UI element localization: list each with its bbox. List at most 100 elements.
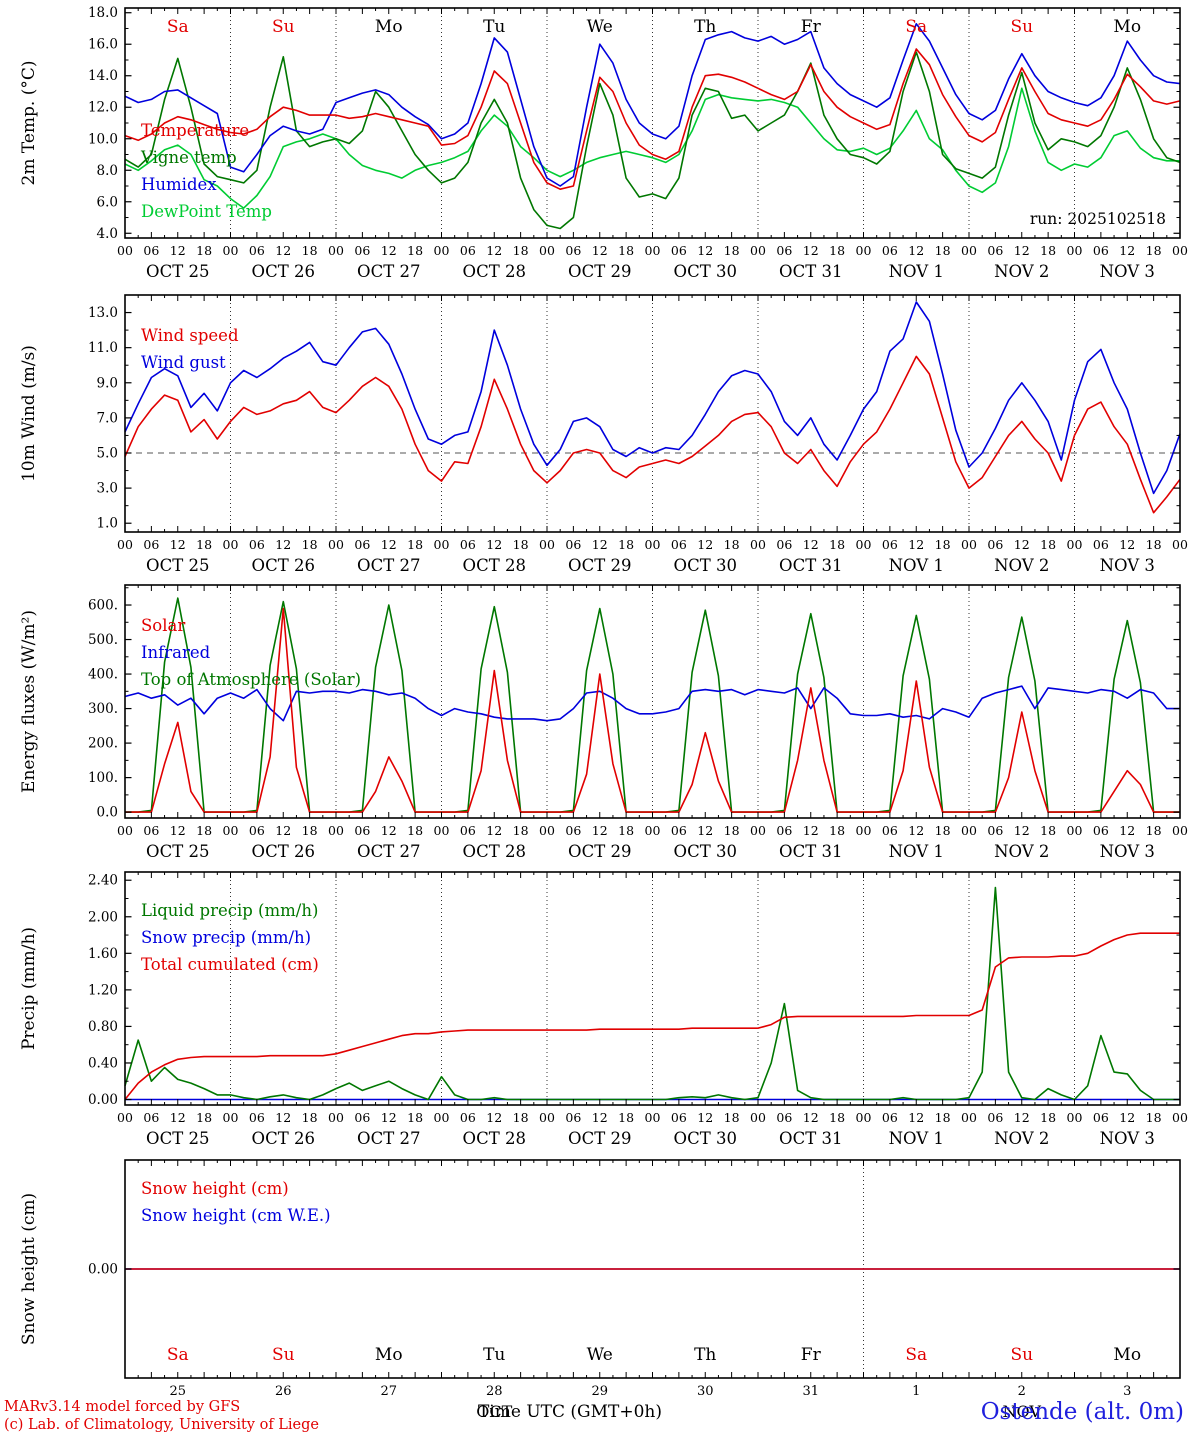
y-axis-title: 2m Temp. (°C): [19, 60, 39, 185]
hour-label: 00: [750, 1110, 766, 1125]
legend-solar: Solar: [141, 616, 185, 635]
hour-label: 12: [1014, 537, 1030, 552]
date-label: OCT 27: [357, 842, 420, 861]
model-credit-line1: MARv3.14 model forced by GFS: [4, 1399, 241, 1415]
date-label: OCT 30: [674, 262, 737, 281]
series-dewpoint-temp: [124, 87, 1180, 209]
date-label: OCT 29: [568, 842, 631, 861]
hour-label: 06: [249, 537, 265, 552]
date-label: OCT 26: [252, 842, 315, 861]
date-label: NOV 1: [889, 1129, 944, 1148]
hour-label: 00: [961, 823, 977, 838]
series-total-cumulated-cm: [124, 932, 1180, 1101]
hour-label: 06: [776, 1110, 792, 1125]
date-label: NOV 1: [889, 556, 944, 575]
date-label: OCT 31: [779, 842, 842, 861]
hour-label: 00: [1067, 537, 1083, 552]
hour-label: 18: [407, 1110, 423, 1125]
month-label: OCT: [476, 1402, 512, 1421]
hour-label: 12: [170, 1110, 186, 1125]
hour-label: 12: [803, 243, 819, 258]
panel-temp: 4.0 6.0 8.0 10.0 12.0 14.0 16.0 18.0 00 06 12 18 00 0…: [19, 5, 1188, 281]
hour-label: 12: [1119, 537, 1135, 552]
hour-label: 06: [987, 537, 1003, 552]
legend-top-of-atmosphere-solar: Top of Atmosphere (Solar): [141, 670, 361, 689]
hour-label: 12: [170, 243, 186, 258]
legend-snow-height-cm-w-e: Snow height (cm W.E.): [141, 1206, 331, 1225]
hour-label: 18: [1146, 243, 1162, 258]
panel-frame: [124, 7, 1181, 239]
hour-label: 00: [856, 537, 872, 552]
y-tick-label: 600.: [88, 598, 118, 614]
panel-frame: [124, 294, 1181, 533]
y-tick-label: 8.0: [97, 163, 118, 179]
hour-label: 00: [223, 823, 239, 838]
date-label: OCT 25: [146, 556, 209, 575]
date-label: OCT 29: [568, 1129, 631, 1148]
y-tick-label: 1.20: [88, 982, 118, 998]
dow-label-bottom: Mo: [1113, 1345, 1141, 1365]
y-tick-label: 400.: [88, 667, 118, 683]
y-tick-label: 11.0: [88, 340, 118, 356]
hour-label: 06: [882, 243, 898, 258]
dow-label-top: Su: [1010, 17, 1033, 37]
hour-label: 00: [645, 1110, 661, 1125]
hour-label: 06: [354, 243, 370, 258]
day-number: 25: [169, 1384, 186, 1399]
hour-label: 12: [908, 537, 924, 552]
hour-label: 18: [618, 1110, 634, 1125]
dow-label-top: Su: [272, 17, 295, 37]
dow-label-bottom: We: [587, 1345, 613, 1365]
date-label: OCT 30: [674, 842, 737, 861]
hour-label: 00: [856, 243, 872, 258]
station-label: Ostende (alt. 0m): [980, 1399, 1184, 1425]
day-number: 2: [1018, 1384, 1026, 1399]
panel-snow: 0.00 Snow height (cm) Snow height (cm) Snow…: [19, 1159, 1181, 1421]
hour-label: 06: [776, 823, 792, 838]
y-tick-label: 200.: [88, 736, 118, 752]
hour-label: 12: [486, 1110, 502, 1125]
y-axis-title: Precip (mm/h): [19, 927, 39, 1050]
legend-infrared: Infrared: [141, 643, 211, 662]
hour-label: 06: [143, 823, 159, 838]
hour-label: 00: [117, 823, 133, 838]
date-label: OCT 26: [252, 1129, 315, 1148]
hour-label: 18: [829, 1110, 845, 1125]
month-label: NOV: [1003, 1402, 1042, 1421]
day-number: 3: [1123, 1384, 1131, 1399]
hour-label: 18: [302, 243, 318, 258]
hour-label: 00: [1067, 1110, 1083, 1125]
hour-label: 06: [882, 823, 898, 838]
date-label: OCT 28: [463, 842, 526, 861]
hour-label: 00: [328, 243, 344, 258]
hour-label: 18: [407, 537, 423, 552]
dow-label-bottom: Su: [272, 1345, 295, 1365]
date-label: NOV 3: [1100, 842, 1155, 861]
date-label: OCT 31: [779, 262, 842, 281]
series-wind-gust: [124, 301, 1181, 495]
hour-label: 06: [565, 537, 581, 552]
date-label: NOV 1: [889, 262, 944, 281]
hour-label: 06: [354, 1110, 370, 1125]
hour-label: 18: [302, 537, 318, 552]
y-tick-label: 10.0: [88, 131, 118, 147]
date-label: OCT 27: [357, 556, 420, 575]
date-label: OCT 25: [146, 262, 209, 281]
hour-label: 12: [1014, 823, 1030, 838]
date-label: OCT 26: [252, 556, 315, 575]
legend-snow-height-cm: Snow height (cm): [141, 1179, 289, 1198]
dow-label-bottom: Su: [1010, 1345, 1033, 1365]
date-label: OCT 30: [674, 556, 737, 575]
date-label: NOV 2: [994, 1129, 1049, 1148]
dow-label-top: Sa: [905, 17, 927, 37]
y-tick-label: 3.0: [97, 481, 118, 497]
hour-label: 00: [750, 823, 766, 838]
hour-label: 12: [908, 823, 924, 838]
hour-label: 06: [249, 823, 265, 838]
dow-label-bottom: Sa: [167, 1345, 189, 1365]
date-label: OCT 31: [779, 556, 842, 575]
series-infrared: [124, 685, 1180, 722]
hour-label: 00: [750, 537, 766, 552]
date-label: OCT 28: [463, 1129, 526, 1148]
